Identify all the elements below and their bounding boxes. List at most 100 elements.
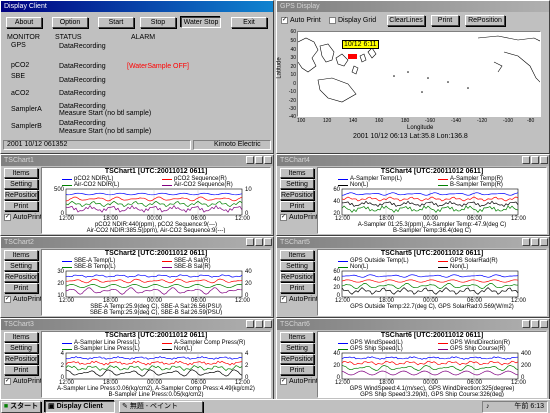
chart-titlebar[interactable]: TSChart6: [277, 319, 549, 330]
chart-titlebar[interactable]: TSChart2: [1, 237, 273, 248]
reposition-button[interactable]: RePosition: [4, 354, 38, 364]
legend-swatch: [438, 342, 448, 344]
chart-plot: [341, 270, 519, 298]
taskbar-item-display-client[interactable]: ▣ Display Client: [45, 401, 115, 413]
about-button[interactable]: About: [6, 17, 42, 28]
map-reposition-button[interactable]: RePosition: [465, 15, 505, 26]
print-button[interactable]: Print: [280, 283, 314, 293]
chart-titlebar[interactable]: TSChart5: [277, 237, 549, 248]
legend-swatch: [338, 260, 348, 262]
chart-readout: A-Sampler Line Press:0.06(kg/cm2), A-Sam…: [57, 386, 255, 392]
series-line: [341, 196, 519, 202]
chart-titlebar[interactable]: TSChart3: [1, 319, 273, 330]
reposition-button[interactable]: RePosition: [280, 272, 314, 282]
minimize-icon[interactable]: [246, 156, 254, 164]
y-tick-left: 20: [333, 211, 340, 217]
setting-button[interactable]: Setting: [280, 343, 314, 353]
items-button[interactable]: Items: [280, 250, 314, 260]
status-gps: DataRecording: [59, 43, 106, 50]
close-icon[interactable]: [540, 156, 548, 164]
setting-button[interactable]: Setting: [4, 179, 38, 189]
map-titlebar[interactable]: GPS Display: [277, 1, 549, 12]
legend-label: SBE-B Sal(R): [174, 264, 211, 270]
chart-readout: B-Sampler Line Press:0.05(kg/cm2): [108, 392, 204, 398]
items-button[interactable]: Items: [4, 168, 38, 178]
chart-panel[interactable]: TSChart4 [UTC:20011012 0611] A-Sampler Te…: [317, 167, 547, 234]
chart-panel[interactable]: TSChart2 [UTC:20011012 0611] SBE-A Temp(L…: [41, 249, 271, 316]
map-plot[interactable]: 10/12 6:11: [297, 31, 541, 117]
chart-titlebar[interactable]: TSChart4: [277, 155, 549, 166]
start-menu-button[interactable]: ■ スタート: [1, 401, 41, 413]
print-button[interactable]: Print: [4, 365, 38, 375]
maximize-icon[interactable]: [255, 238, 263, 246]
autoprint-checkbox[interactable]: ✓ AutoPrint: [4, 214, 42, 221]
minimize-icon[interactable]: [246, 320, 254, 328]
close-icon[interactable]: [264, 156, 272, 164]
legend-entry: B-Sampler Line Press(L): [62, 346, 140, 352]
maximize-icon[interactable]: [255, 320, 263, 328]
autoprint-checkbox[interactable]: ✓ AutoPrint: [280, 296, 318, 303]
option-button[interactable]: Option: [52, 17, 88, 28]
setting-button[interactable]: Setting: [280, 179, 314, 189]
legend-entry: Air-CO2 Sequence(R): [162, 182, 233, 188]
chart-panel[interactable]: TSChart1 [UTC:20011012 0611] pCO2 NDIR(L)…: [41, 167, 271, 234]
print-button[interactable]: Print: [280, 365, 314, 375]
print-button[interactable]: Print: [280, 201, 314, 211]
clock[interactable]: 午前 6:13: [514, 403, 544, 410]
reposition-button[interactable]: RePosition: [280, 190, 314, 200]
reposition-button[interactable]: RePosition: [4, 272, 38, 282]
reposition-button[interactable]: RePosition: [4, 190, 38, 200]
maximize-icon[interactable]: [531, 156, 539, 164]
chart-titlebar[interactable]: TSChart1: [1, 155, 273, 166]
print-button[interactable]: Print: [4, 201, 38, 211]
close-icon[interactable]: [264, 238, 272, 246]
maximize-icon[interactable]: [255, 156, 263, 164]
maximize-icon[interactable]: [531, 320, 539, 328]
monitor-sbe: SBE: [11, 73, 26, 80]
items-button[interactable]: Items: [4, 332, 38, 342]
chart-panel[interactable]: TSChart5 [UTC:20011012 0611] GPS Outside …: [317, 249, 547, 316]
chart-panel[interactable]: TSChart6 [UTC:20011012 0611] GPS WindSpee…: [317, 331, 547, 398]
close-icon[interactable]: [540, 238, 548, 246]
close-icon[interactable]: [540, 320, 548, 328]
minimize-icon[interactable]: [522, 238, 530, 246]
minimize-icon[interactable]: [522, 156, 530, 164]
minimize-icon[interactable]: [246, 238, 254, 246]
clearlines-button[interactable]: ClearLines: [387, 15, 425, 26]
exit-button[interactable]: Exit: [231, 17, 267, 28]
lat-tick: 40: [290, 47, 296, 53]
setting-button[interactable]: Setting: [4, 261, 38, 271]
water-stop-button[interactable]: Water Stop: [181, 17, 221, 28]
setting-button[interactable]: Setting: [4, 343, 38, 353]
print-button[interactable]: Print: [4, 283, 38, 293]
autoprint-checkbox[interactable]: ✓ AutoPrint: [4, 378, 42, 385]
legend-entry: A-Sampler Temp(L): [338, 176, 402, 182]
items-button[interactable]: Items: [280, 168, 314, 178]
y-tick-left: 500: [53, 187, 64, 193]
stop-button[interactable]: Stop: [140, 17, 176, 28]
start-button[interactable]: Start: [98, 17, 134, 28]
autoprint-checkbox[interactable]: ✓ AutoPrint: [4, 296, 42, 303]
chart-title: TSChart3 [UTC:20011012 0611]: [104, 332, 208, 339]
autoprint-checkbox[interactable]: ✓ AutoPrint: [280, 378, 318, 385]
items-button[interactable]: Items: [280, 332, 314, 342]
maximize-icon[interactable]: [531, 238, 539, 246]
reposition-button[interactable]: RePosition: [280, 354, 314, 364]
display-grid-checkbox[interactable]: Display Grid: [329, 17, 376, 24]
map-print-button[interactable]: Print: [431, 15, 459, 26]
setting-button[interactable]: Setting: [280, 261, 314, 271]
display-client-titlebar[interactable]: Display Client: [1, 1, 273, 12]
items-button[interactable]: Items: [4, 250, 38, 260]
chart-plot: [65, 352, 243, 380]
close-icon[interactable]: [264, 320, 272, 328]
chart-title: TSChart4 [UTC:20011012 0611]: [380, 168, 484, 175]
y-tick-right: 400: [521, 351, 532, 357]
series-line: [341, 192, 519, 196]
chart-panel[interactable]: TSChart3 [UTC:20011012 0611] A-Sampler Li…: [41, 331, 271, 398]
legend-entry: GPS WindSpeed(L): [338, 340, 403, 346]
x-tick: 12:00: [59, 216, 75, 222]
autoprint-checkbox[interactable]: ✓ AutoPrint: [280, 214, 318, 221]
minimize-icon[interactable]: [522, 320, 530, 328]
map-autoprint-checkbox[interactable]: ✓ Auto Print: [281, 17, 321, 24]
taskbar-item-paint[interactable]: ✎ 無題 - ペイント: [119, 401, 203, 413]
